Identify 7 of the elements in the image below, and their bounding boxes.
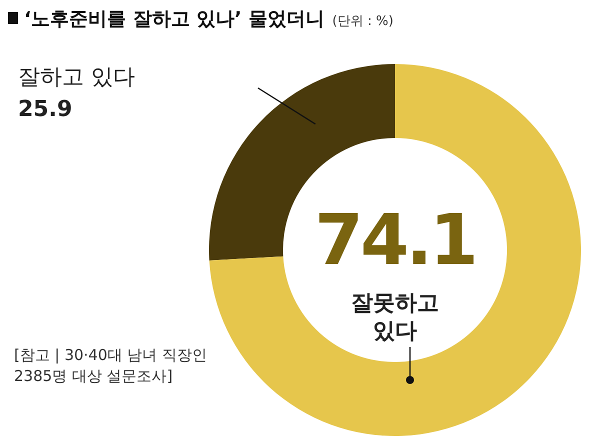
chart-title: ‘노후준비를 잘하고 있나’ 물었더니 <box>24 8 324 30</box>
text: [참고 | 30·40대 남녀 직장인 2385명 대상 설문조사] <box>14 346 207 385</box>
slice-label: 잘하고 있다 <box>18 65 135 90</box>
slice-label: 잘못하고 있다 <box>351 291 439 344</box>
data-label: 25.9 <box>18 97 72 122</box>
data-label: 74.1 <box>314 199 476 281</box>
chart-subtitle: (단위 : %) <box>332 14 394 29</box>
